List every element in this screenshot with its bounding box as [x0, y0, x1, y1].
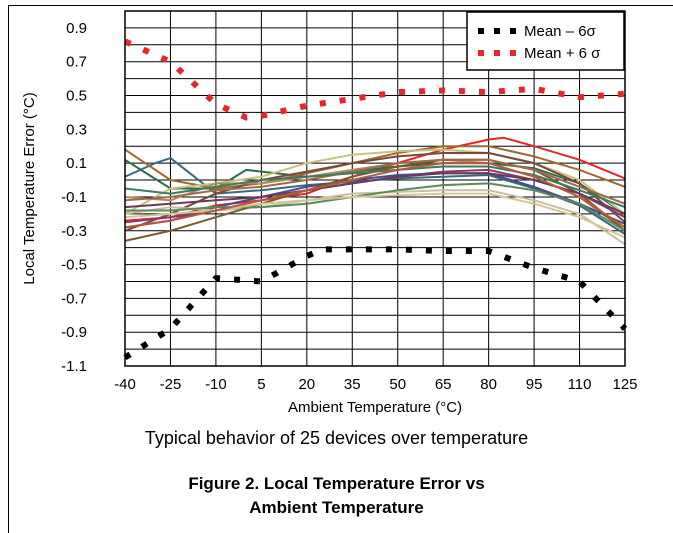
figure-title-line-2: Ambient Temperature — [249, 498, 424, 517]
plot-frame — [124, 10, 626, 367]
legend-box — [466, 11, 625, 71]
y-tick-label: 0.5 — [66, 88, 87, 105]
x-tick-label: 65 — [435, 376, 452, 393]
legend-label: Mean – 6σ — [524, 23, 597, 40]
frame-left-border — [8, 5, 9, 533]
device-line — [124, 165, 626, 209]
temperature-error-chart: -40 -25 -10 5 20 35 50 65 80 95 110 125 0.9 0.7 0.5 0.3… — [21, 10, 638, 416]
y-tick-label: -0.5 — [61, 257, 87, 274]
x-tick-label: 35 — [344, 376, 361, 393]
device-line — [124, 189, 626, 246]
device-line — [124, 192, 626, 239]
x-tick-label: 5 — [257, 376, 265, 393]
chart-caption: Typical behavior of 25 devices over temp… — [144, 428, 529, 448]
x-tick-label: -10 — [205, 376, 227, 393]
y-tick-label: -0.9 — [61, 324, 87, 341]
legend: Mean – 6σ Mean + 6 σ — [466, 11, 625, 71]
y-tick-label: 0.9 — [66, 20, 87, 37]
axes: -40 -25 -10 5 20 35 50 65 80 95 110 125 0.9 0.7 0.5 0.3… — [21, 10, 638, 416]
series-lines — [123, 38, 628, 361]
device-line — [124, 157, 626, 235]
device-line — [124, 162, 626, 229]
device-line — [124, 172, 626, 215]
y-tick-label: -0.1 — [61, 189, 87, 206]
frame-top-border — [8, 5, 673, 6]
x-tick-label: 20 — [298, 376, 315, 393]
device-line — [124, 152, 626, 232]
y-axis-label: Local Temperature Error (°C) — [21, 92, 38, 284]
y-tick-label: -1.1 — [61, 358, 87, 375]
x-tick-label: 95 — [526, 376, 543, 393]
x-tick-label: 80 — [480, 376, 497, 393]
x-tick-label: -25 — [160, 376, 182, 393]
envelope-line — [123, 246, 628, 361]
x-tick-label: -40 — [114, 376, 136, 393]
y-tick-label: -0.7 — [61, 290, 87, 307]
device-line — [124, 158, 626, 205]
y-tick-label: 0.3 — [66, 121, 87, 138]
legend-label: Mean + 6 σ — [524, 45, 601, 62]
x-axis-label: Ambient Temperature (°C) — [288, 399, 462, 416]
x-tick-label: 50 — [389, 376, 406, 393]
figure-title-line-1: Figure 2. Local Temperature Error vs — [188, 474, 485, 493]
device-line — [125, 182, 626, 232]
x-tick-label: 110 — [568, 376, 592, 393]
y-tick-label: 0.7 — [66, 54, 87, 71]
y-tick-label: -0.3 — [61, 223, 87, 240]
y-tick-label: 0.1 — [66, 155, 87, 172]
x-tick-label: 125 — [612, 376, 637, 393]
